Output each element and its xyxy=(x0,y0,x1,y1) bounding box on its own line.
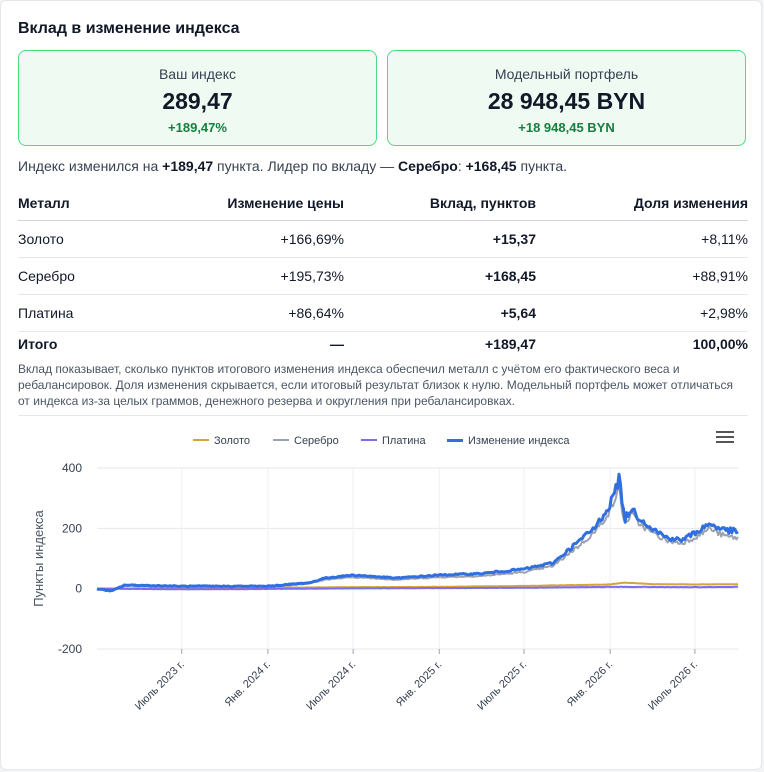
summary-part: пункта. Лидер по вкладу — xyxy=(213,158,398,174)
series-line-4 xyxy=(96,472,739,593)
summary-text: Индекс изменился на +189,47 пункта. Лиде… xyxy=(18,158,567,174)
cell-share: +88,91% xyxy=(536,257,748,295)
portfolio-stat-change: +18 948,45 BYN xyxy=(518,120,615,135)
divider xyxy=(18,415,748,416)
header-contribution: Вклад, пунктов xyxy=(344,185,536,221)
chart-menu-icon[interactable] xyxy=(716,431,734,445)
table-header-row: Металл Изменение цены Вклад, пунктов Дол… xyxy=(18,185,748,221)
summary-leader: Серебро xyxy=(398,158,458,174)
summary-points: +189,47 xyxy=(162,158,214,174)
x-tick-label: Июль 2024 г. xyxy=(304,659,358,713)
cell-metal: Серебро xyxy=(18,257,158,295)
cell-metal: Платина xyxy=(18,294,158,332)
table-row: Серебро +195,73% +168,45 +88,91% xyxy=(18,257,748,295)
total-label: Итого xyxy=(18,336,58,352)
y-tick-label: -200 xyxy=(58,642,82,656)
header-share: Доля изменения xyxy=(536,185,748,221)
header-metal: Металл xyxy=(18,185,158,221)
portfolio-stat-label: Модельный портфель xyxy=(494,66,639,82)
x-tick-label: Янв. 2024 г. xyxy=(223,659,273,709)
chart-legend: Золото Серебро Платина Изменение индекса xyxy=(1,435,764,451)
index-stat-change: +189,47% xyxy=(168,120,227,135)
summary-part: : xyxy=(457,158,466,174)
y-axis-label: Пункты индекса xyxy=(31,509,46,606)
legend-item[interactable]: Серебро xyxy=(273,435,339,447)
legend-label: Изменение индекса xyxy=(468,435,570,447)
legend-swatch xyxy=(193,439,209,442)
legend-label: Серебро xyxy=(294,435,339,447)
chart-plot: 400 200 0 -200 Июль 2023 г. Янв. 2024 г. Июль … xyxy=(31,461,739,713)
legend-item[interactable]: Изменение индекса xyxy=(447,435,570,447)
index-stat-label: Ваш индекс xyxy=(158,66,237,82)
y-tick-label: 0 xyxy=(75,582,82,596)
portfolio-stat-value: 28 948,45 BYN xyxy=(487,88,646,114)
metals-table: Металл Изменение цены Вклад, пунктов Дол… xyxy=(18,185,748,356)
summary-part: пункта. xyxy=(516,158,568,174)
y-tick-label: 200 xyxy=(62,521,82,535)
legend-label: Платина xyxy=(382,435,426,447)
index-stat: Ваш индекс 289,47 +189,47% xyxy=(18,50,377,146)
card-title: Вклад в изменение индекса xyxy=(18,20,240,37)
x-tick-label: Июль 2025 г. xyxy=(475,659,529,713)
summary-leader-points: +168,45 xyxy=(465,158,517,174)
index-stat-value: 289,47 xyxy=(162,88,233,114)
summary-part: Индекс изменился на xyxy=(18,158,163,174)
cell-price-change: +86,64% xyxy=(158,294,344,332)
legend-item[interactable]: Золото xyxy=(193,435,250,447)
table-total-row: Итого — +189,47 100,00% xyxy=(18,332,748,357)
legend-label: Золото xyxy=(214,435,250,447)
y-tick-label: 400 xyxy=(62,461,82,475)
cell-contribution: +5,64 xyxy=(344,294,536,332)
legend-item[interactable]: Платина xyxy=(361,435,426,447)
series-line-3 xyxy=(97,585,739,591)
cell-share: +2,98% xyxy=(536,294,748,332)
cell-share: +8,11% xyxy=(536,220,748,258)
total-contribution: +189,47 xyxy=(485,336,536,352)
legend-swatch xyxy=(361,439,377,442)
legend-swatch xyxy=(273,439,289,442)
explanation-note: Вклад показывает, сколько пунктов итогов… xyxy=(18,362,734,408)
cell-contribution: +15,37 xyxy=(344,220,536,258)
x-tick-label: Янв. 2025 г. xyxy=(394,659,444,709)
cell-price-change: +166,69% xyxy=(158,220,344,258)
x-tick-label: Июль 2023 г. xyxy=(133,659,187,713)
total-price-change: — xyxy=(330,336,344,352)
x-tick-label: Июль 2026 г. xyxy=(646,659,700,713)
header-price-change: Изменение цены xyxy=(158,185,344,221)
series-line-1 xyxy=(96,581,739,590)
legend-swatch xyxy=(447,438,463,442)
total-share: 100,00% xyxy=(692,336,748,352)
cell-metal: Золото xyxy=(18,220,158,258)
x-tick-label: Янв. 2026 г. xyxy=(565,659,615,709)
table-row: Платина +86,64% +5,64 +2,98% xyxy=(18,294,748,332)
portfolio-stat: Модельный портфель 28 948,45 BYN +18 948… xyxy=(387,50,746,146)
series-line-2 xyxy=(96,484,739,593)
cell-contribution: +168,45 xyxy=(344,257,536,295)
table-row: Золото +166,69% +15,37 +8,11% xyxy=(18,220,748,258)
cell-price-change: +195,73% xyxy=(158,257,344,295)
